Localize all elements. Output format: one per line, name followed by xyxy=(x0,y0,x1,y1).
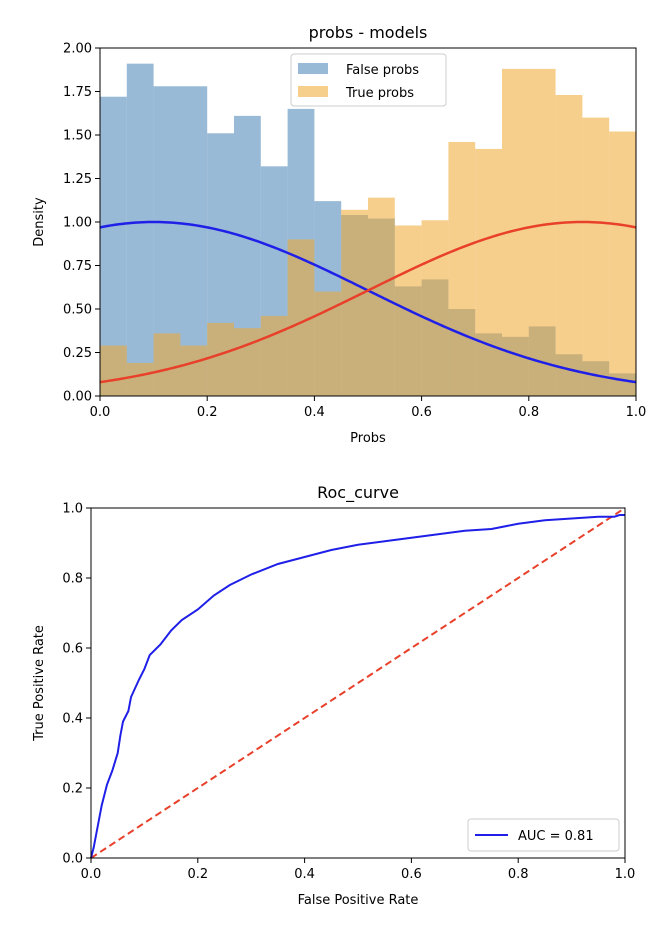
chart1-x-ticks: 0.0 0.2 0.4 0.6 0.8 1.0 xyxy=(90,396,647,420)
chart2-xtick-label-5: 1.0 xyxy=(615,867,636,882)
chart2-xlabel: False Positive Rate xyxy=(298,893,419,908)
chart2-axes-frame xyxy=(90,507,626,859)
legend-label-true-probs: True probs xyxy=(345,86,414,101)
chart1-title: probs - models xyxy=(309,23,428,42)
hist-bar-true-9 xyxy=(341,209,368,396)
hist-bar-true-4 xyxy=(207,322,234,396)
chart2-xtick-label-2: 0.4 xyxy=(294,867,315,882)
hist-bar-true-8 xyxy=(314,291,342,396)
chart2-ytick-label-4: 0.8 xyxy=(62,572,83,587)
chart1-y-ticks: 0.00 0.25 0.50 0.75 1.00 1.25 1.50 1.75 2.00 xyxy=(63,42,100,405)
chart1-xtick-label-2: 0.4 xyxy=(304,405,325,420)
chart2-ytick-label-5: 1.0 xyxy=(62,502,83,517)
chart2-ytick-label-1: 0.2 xyxy=(62,782,83,797)
chart1-xtick-label-5: 1.0 xyxy=(626,405,647,420)
chart1-ytick-label-5: 1.25 xyxy=(63,172,92,187)
hist-bar-true-14 xyxy=(475,148,502,396)
chart2-xtick-label-3: 0.6 xyxy=(401,867,422,882)
chart2-ytick-label-0: 0.0 xyxy=(62,852,83,867)
chart2-ytick-label-3: 0.6 xyxy=(62,642,83,657)
chart2-legend: AUC = 0.81 xyxy=(467,818,620,852)
chart1-xtick-label-3: 0.6 xyxy=(411,405,432,420)
chart2-ylabel: True Positive Rate xyxy=(32,625,47,742)
chart1-ylabel: Density xyxy=(32,197,47,247)
chart1-ytick-label-3: 0.75 xyxy=(63,259,92,274)
density-curves xyxy=(99,220,637,384)
chart2-x-ticks: 0.0 0.2 0.4 0.6 0.8 1.0 xyxy=(81,858,636,882)
chart1-ytick-label-0: 0.00 xyxy=(63,390,92,405)
hist-bar-true-6 xyxy=(260,315,288,396)
hist-bar-true-1 xyxy=(126,362,154,396)
chart1-ytick-label-1: 0.25 xyxy=(63,346,92,361)
true-probs-bars xyxy=(100,68,636,396)
chart2-xtick-label-0: 0.0 xyxy=(81,867,102,882)
roc-lines xyxy=(90,507,626,859)
chart1-ytick-label-2: 0.50 xyxy=(63,303,92,318)
chart1-legend: False probs True probs xyxy=(290,53,447,107)
legend-swatch-true-probs xyxy=(298,86,328,97)
hist-bar-true-13 xyxy=(448,141,476,396)
chart2-y-ticks: 0.0 0.2 0.4 0.6 0.8 1.0 xyxy=(62,502,91,867)
chart2-xtick-label-4: 0.8 xyxy=(508,867,529,882)
chance-diagonal-line xyxy=(90,507,626,859)
hist-bar-true-2 xyxy=(153,333,181,396)
hist-bar-true-5 xyxy=(234,328,261,396)
chart1-ytick-label-6: 1.50 xyxy=(63,129,92,144)
chart2-xtick-label-1: 0.2 xyxy=(187,867,208,882)
chart1-xtick-label-1: 0.2 xyxy=(197,405,218,420)
chart1-xlabel: Probs xyxy=(350,431,386,446)
hist-bar-true-3 xyxy=(180,345,208,396)
chart2-legend-box xyxy=(467,818,620,852)
chart1-legend-box xyxy=(290,53,447,107)
chart1-xtick-label-0: 0.0 xyxy=(90,405,111,420)
hist-bar-true-16 xyxy=(555,94,583,396)
chart1-ytick-label-4: 1.00 xyxy=(63,216,92,231)
roc-curve-line xyxy=(90,514,625,859)
chart1-xtick-label-4: 0.8 xyxy=(518,405,539,420)
hist-bar-false-1 xyxy=(126,63,154,396)
chart2-ytick-label-2: 0.4 xyxy=(62,712,83,727)
chart1-ytick-label-7: 1.75 xyxy=(63,85,92,100)
hist-bar-true-0 xyxy=(100,345,127,396)
hist-bar-true-17 xyxy=(582,117,610,396)
histogram-chart: probs - models 0.0 0.2 0.4 0.6 0.8 1.0 0.000.… xyxy=(32,23,646,446)
chart1-ytick-label-8: 2.00 xyxy=(63,42,92,57)
hist-bar-true-12 xyxy=(421,220,449,396)
hist-bar-true-18 xyxy=(609,131,636,396)
density-curve-1 xyxy=(99,220,637,384)
roc-chart: Roc_curve 0.0 0.2 0.4 0.6 0.8 1.0 0.00.20.40.… xyxy=(32,483,635,908)
chart2-title: Roc_curve xyxy=(317,483,399,503)
legend-swatch-false-probs xyxy=(298,63,328,74)
legend-label-auc: AUC = 0.81 xyxy=(518,829,594,844)
legend-label-false-probs: False probs xyxy=(346,63,419,78)
